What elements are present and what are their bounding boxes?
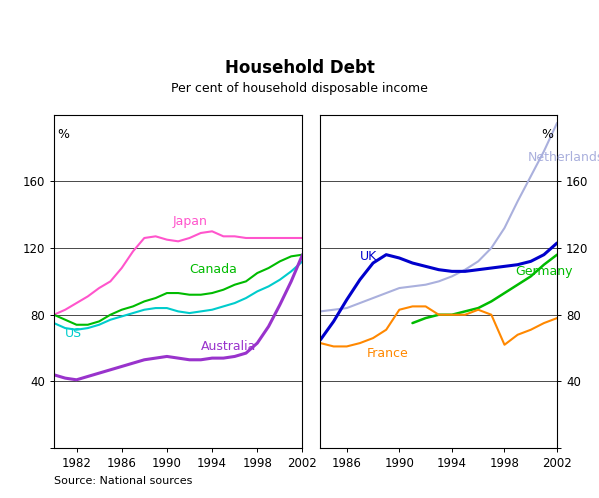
Text: US: US — [65, 327, 82, 340]
Text: %: % — [541, 128, 553, 141]
Text: %: % — [58, 128, 69, 141]
Text: UK: UK — [360, 250, 377, 263]
Text: Per cent of household disposable income: Per cent of household disposable income — [171, 82, 428, 95]
Text: Canada: Canada — [189, 263, 237, 276]
Text: Source: National sources: Source: National sources — [54, 476, 192, 486]
Text: Netherlands: Netherlands — [528, 151, 599, 164]
Text: Germany: Germany — [515, 265, 573, 278]
Text: Household Debt: Household Debt — [225, 59, 374, 77]
Text: France: France — [367, 347, 409, 360]
Text: Japan: Japan — [173, 215, 207, 228]
Text: Australia: Australia — [201, 340, 256, 353]
